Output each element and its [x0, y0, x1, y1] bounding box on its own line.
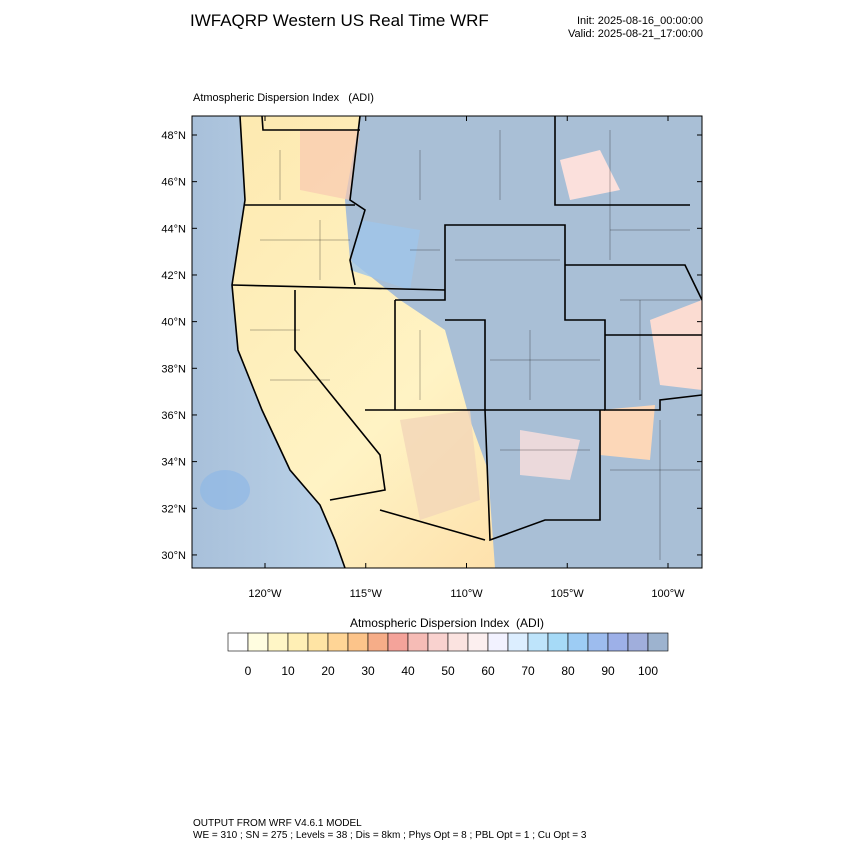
lat-tick-label: 32°N — [161, 503, 186, 515]
map-title: Atmospheric Dispersion Index (ADI) — [193, 92, 374, 104]
footer-line: WE = 310 ; SN = 275 ; Levels = 38 ; Dis … — [193, 830, 587, 841]
colorbar-title: Atmospheric Dispersion Index (ADI) — [350, 616, 544, 630]
map-frame — [191, 115, 703, 569]
lon-tick-label: 115°W — [350, 588, 383, 600]
lon-tick-label: 110°W — [450, 588, 483, 600]
colorbar-box — [387, 632, 409, 652]
colorbar-box — [627, 632, 649, 652]
colorbar-box — [287, 632, 309, 652]
colorbar-label: 50 — [441, 664, 455, 678]
lat-tick-label: 46°N — [161, 177, 186, 189]
colorbar-box — [567, 632, 589, 652]
colorbar-label: 60 — [481, 664, 495, 678]
lat-tick-label: 34°N — [161, 457, 186, 469]
lat-tick-label: 40°N — [161, 317, 186, 329]
colorbar-label: 80 — [561, 664, 575, 678]
colorbar-label: 0 — [245, 664, 252, 678]
lon-tick-label: 105°W — [551, 588, 585, 600]
title: IWFAQRP Western US Real Time WRF — [190, 11, 489, 30]
colorbar-label: 90 — [601, 664, 615, 678]
colorbar-box — [247, 632, 269, 652]
init-time: Init: 2025-08-16_00:00:00 — [577, 15, 703, 27]
colorbar-box — [367, 632, 389, 652]
lon-tick-label: 120°W — [248, 588, 282, 600]
lat-tick-label: 30°N — [161, 550, 186, 562]
colorbar-box — [427, 632, 449, 652]
colorbar-box — [547, 632, 569, 652]
colorbar-box — [447, 632, 469, 652]
colorbar-label: 10 — [281, 664, 295, 678]
colorbar-box — [507, 632, 529, 652]
colorbar-label: 30 — [361, 664, 375, 678]
lon-tick-label: 100°W — [651, 588, 685, 600]
lat-tick-label: 36°N — [161, 410, 186, 422]
lat-tick-label: 44°N — [161, 223, 186, 235]
colorbar-box — [527, 632, 549, 652]
map-field — [192, 116, 702, 568]
colorbar-label: 20 — [321, 664, 335, 678]
colorbar-box — [407, 632, 429, 652]
colorbar-box — [467, 632, 489, 652]
footer-line: OUTPUT FROM WRF V4.6.1 MODEL — [193, 818, 362, 829]
lat-tick-label: 38°N — [161, 363, 186, 375]
colorbar-box — [307, 632, 329, 652]
colorbar-box — [607, 632, 629, 652]
colorbar-box — [347, 632, 369, 652]
colorbar-box — [647, 632, 669, 652]
lat-tick-label: 42°N — [161, 270, 186, 282]
colorbar-label: 100 — [638, 664, 658, 678]
colorbar-box — [267, 632, 289, 652]
colorbar-box — [587, 632, 609, 652]
colorbar-box — [487, 632, 509, 652]
colorbar-box — [227, 632, 249, 652]
colorbar-label: 40 — [401, 664, 415, 678]
colorbar-box — [327, 632, 349, 652]
lat-tick-label: 48°N — [161, 130, 186, 142]
colorbar-label: 70 — [521, 664, 535, 678]
valid-time: Valid: 2025-08-21_17:00:00 — [568, 28, 703, 40]
